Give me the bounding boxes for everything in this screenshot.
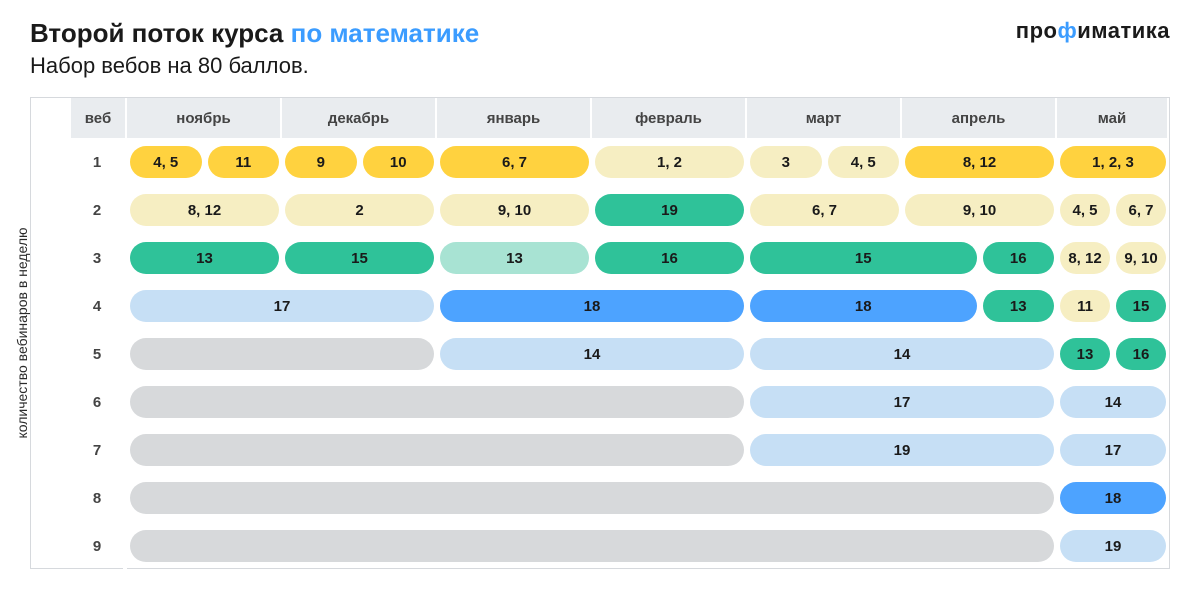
schedule-pill: 11 [1060, 290, 1110, 322]
schedule-pill: 15 [750, 242, 977, 274]
schedule-pill: 18 [750, 290, 977, 322]
header-month: декабрь [282, 98, 437, 138]
logo-pre: про [1016, 18, 1058, 43]
y-axis-label: количество вебинаров в неделю [14, 227, 30, 438]
schedule-pill: 17 [130, 290, 434, 322]
schedule-pill: 6, 7 [440, 146, 589, 178]
header-month: январь [437, 98, 592, 138]
schedule-pill [130, 386, 744, 418]
schedule-chart: количество вебинаров в неделю вебноябрьд… [30, 97, 1170, 569]
row-label: 5 [71, 330, 127, 378]
schedule-pill: 13 [983, 290, 1055, 322]
schedule-pill [130, 482, 1054, 514]
schedule-pill: 16 [1116, 338, 1166, 370]
header-month: февраль [592, 98, 747, 138]
title-accent: по математике [291, 18, 480, 48]
schedule-pill: 9, 10 [440, 194, 589, 226]
row-label: 7 [71, 426, 127, 474]
schedule-pill: 16 [983, 242, 1055, 274]
schedule-pill: 18 [440, 290, 744, 322]
schedule-pill: 17 [750, 386, 1054, 418]
header-month: ноябрь [127, 98, 282, 138]
schedule-pill: 19 [750, 434, 1054, 466]
row-label: 9 [71, 522, 127, 570]
schedule-pill: 9, 10 [1116, 242, 1166, 274]
schedule-pill: 8, 12 [905, 146, 1054, 178]
schedule-pill: 8, 12 [130, 194, 279, 226]
schedule-pill: 3 [750, 146, 822, 178]
row-label: 8 [71, 474, 127, 522]
schedule-pill: 4, 5 [828, 146, 900, 178]
schedule-pill: 1, 2 [595, 146, 744, 178]
schedule-pill: 9, 10 [905, 194, 1054, 226]
schedule-pill: 14 [750, 338, 1054, 370]
row-label: 3 [71, 234, 127, 282]
schedule-pill: 4, 5 [130, 146, 202, 178]
schedule-pill: 13 [440, 242, 589, 274]
row-label: 4 [71, 282, 127, 330]
header-web: веб [71, 98, 127, 138]
schedule-pill: 2 [285, 194, 434, 226]
schedule-pill: 1, 2, 3 [1060, 146, 1166, 178]
schedule-pill: 15 [285, 242, 434, 274]
title-main: Второй поток курса [30, 18, 291, 48]
schedule-pill: 9 [285, 146, 357, 178]
schedule-pill [130, 530, 1054, 562]
schedule-pill: 13 [130, 242, 279, 274]
schedule-pill: 10 [363, 146, 435, 178]
schedule-pill: 4, 5 [1060, 194, 1110, 226]
header-month: март [747, 98, 902, 138]
schedule-pill [130, 434, 744, 466]
page-subtitle: Набор вебов на 80 баллов. [30, 53, 479, 79]
schedule-pill: 14 [440, 338, 744, 370]
header-month: май [1057, 98, 1169, 138]
schedule-pill: 18 [1060, 482, 1166, 514]
page-title: Второй поток курса по математике [30, 18, 479, 49]
schedule-pill [130, 338, 434, 370]
logo-post: иматика [1077, 18, 1170, 43]
row-label: 6 [71, 378, 127, 426]
schedule-pill: 14 [1060, 386, 1166, 418]
schedule-pill: 8, 12 [1060, 242, 1110, 274]
header-month: апрель [902, 98, 1057, 138]
schedule-pill: 19 [1060, 530, 1166, 562]
row-label: 1 [71, 138, 127, 186]
schedule-pill: 6, 7 [1116, 194, 1166, 226]
schedule-pill: 11 [208, 146, 280, 178]
logo: профиматика [1016, 18, 1170, 44]
schedule-pill: 6, 7 [750, 194, 899, 226]
schedule-pill: 13 [1060, 338, 1110, 370]
row-label: 2 [71, 186, 127, 234]
schedule-pill: 16 [595, 242, 744, 274]
schedule-pill: 17 [1060, 434, 1166, 466]
logo-phi: ф [1057, 18, 1077, 43]
schedule-pill: 15 [1116, 290, 1166, 322]
schedule-pill: 19 [595, 194, 744, 226]
